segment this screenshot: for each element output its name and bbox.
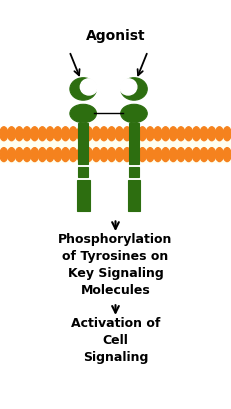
Circle shape	[85, 148, 92, 162]
Circle shape	[15, 127, 23, 141]
Circle shape	[31, 127, 39, 141]
Text: Agonist: Agonist	[86, 29, 145, 43]
Circle shape	[69, 148, 77, 162]
Ellipse shape	[121, 104, 147, 123]
Ellipse shape	[120, 79, 137, 95]
Circle shape	[200, 127, 208, 141]
Circle shape	[8, 127, 15, 141]
Circle shape	[208, 148, 216, 162]
Ellipse shape	[70, 78, 97, 100]
Circle shape	[131, 127, 139, 141]
Circle shape	[154, 148, 162, 162]
Circle shape	[216, 127, 223, 141]
Circle shape	[108, 148, 116, 162]
Circle shape	[200, 148, 208, 162]
Circle shape	[169, 127, 177, 141]
Circle shape	[185, 127, 193, 141]
Circle shape	[100, 148, 108, 162]
Circle shape	[192, 148, 200, 162]
Bar	[0, 127, 231, 162]
Bar	[77, 180, 89, 211]
Circle shape	[169, 148, 177, 162]
Circle shape	[139, 148, 146, 162]
Circle shape	[38, 127, 46, 141]
Circle shape	[116, 127, 123, 141]
Circle shape	[54, 127, 62, 141]
Circle shape	[177, 148, 185, 162]
Circle shape	[0, 127, 8, 141]
Circle shape	[162, 127, 170, 141]
Ellipse shape	[80, 79, 97, 95]
Circle shape	[77, 148, 85, 162]
Circle shape	[192, 127, 200, 141]
Circle shape	[146, 127, 154, 141]
Circle shape	[46, 148, 54, 162]
Circle shape	[46, 127, 54, 141]
Circle shape	[31, 148, 39, 162]
Circle shape	[154, 127, 162, 141]
Bar	[78, 167, 88, 177]
Text: Phosphorylation
of Tyrosines on
Key Signaling
Molecules: Phosphorylation of Tyrosines on Key Sign…	[58, 233, 173, 297]
Circle shape	[123, 148, 131, 162]
Circle shape	[61, 127, 69, 141]
Circle shape	[146, 148, 154, 162]
Circle shape	[92, 148, 100, 162]
Ellipse shape	[121, 78, 147, 100]
Circle shape	[123, 127, 131, 141]
Text: Activation of
Cell
Signaling: Activation of Cell Signaling	[71, 317, 160, 364]
Circle shape	[23, 127, 31, 141]
Circle shape	[0, 148, 8, 162]
Ellipse shape	[70, 104, 97, 123]
Circle shape	[15, 148, 23, 162]
Circle shape	[8, 148, 15, 162]
Circle shape	[38, 148, 46, 162]
Circle shape	[54, 148, 62, 162]
Circle shape	[23, 148, 31, 162]
Circle shape	[223, 148, 231, 162]
Circle shape	[131, 148, 139, 162]
Bar	[128, 180, 140, 211]
Circle shape	[139, 127, 146, 141]
Circle shape	[116, 148, 123, 162]
Circle shape	[223, 127, 231, 141]
Circle shape	[77, 127, 85, 141]
Circle shape	[100, 127, 108, 141]
Circle shape	[216, 148, 223, 162]
Circle shape	[108, 127, 116, 141]
Circle shape	[162, 148, 170, 162]
Circle shape	[61, 148, 69, 162]
Bar	[78, 123, 88, 164]
Circle shape	[92, 127, 100, 141]
Circle shape	[185, 148, 193, 162]
Bar	[129, 123, 139, 164]
Circle shape	[208, 127, 216, 141]
Circle shape	[85, 127, 92, 141]
Circle shape	[69, 127, 77, 141]
Bar	[129, 167, 139, 177]
Circle shape	[177, 127, 185, 141]
